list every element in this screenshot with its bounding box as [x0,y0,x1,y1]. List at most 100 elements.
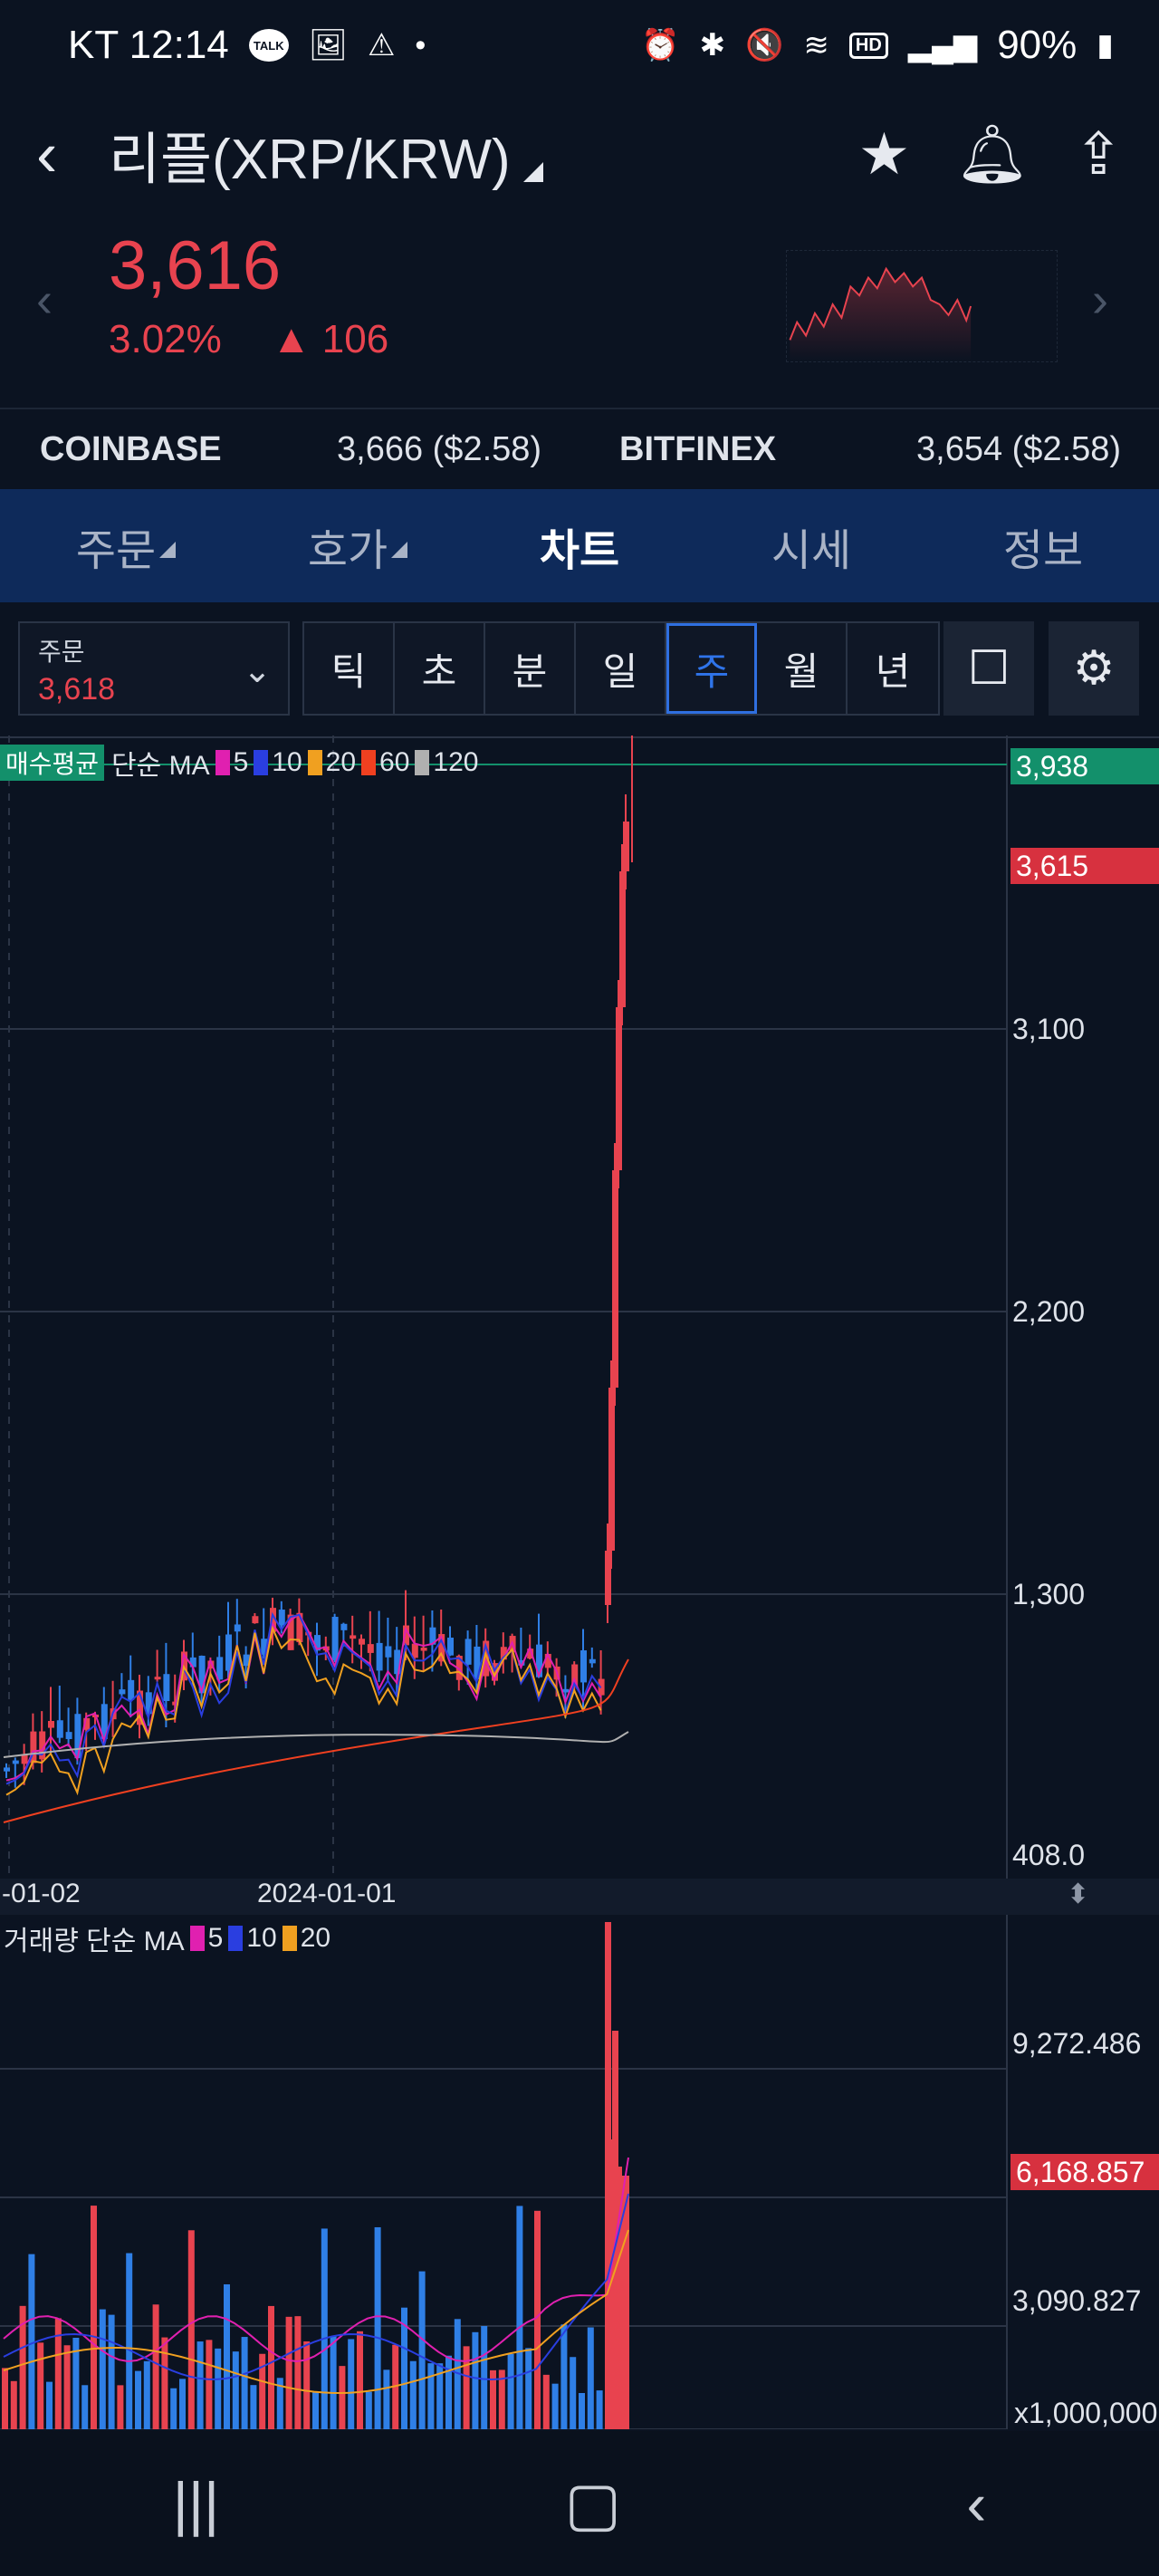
fullscreen-button[interactable]: ☐ [943,621,1034,716]
ma-line-120 [3,1731,629,1758]
tab-menu-icon [391,541,408,558]
volume-bar [498,2369,505,2429]
vol-ma-swatch [282,1926,297,1951]
system-nav-bar: ||| ▢ ‹ [0,2431,1159,2576]
candle [420,1648,427,1651]
period-tick[interactable]: 틱 [304,623,395,714]
tab-order[interactable]: 주문 [0,514,232,578]
exchange-value: 3,666 ($2.58) [337,429,542,468]
candle [278,1610,285,1626]
page-title[interactable]: 리플(XRP/KRW) [109,129,511,191]
volume-bar [294,2316,302,2429]
ma-period: 5 [233,747,249,777]
header: ‹ 리플(XRP/KRW) ★ 🔔︎ ⇪ [0,100,1159,208]
candle [270,1608,276,1632]
candle [385,1646,392,1658]
candle [612,1170,618,1388]
period-day[interactable]: 일 [576,623,666,714]
bell-icon[interactable]: 🔔︎ [955,120,1030,187]
period-minute[interactable]: 분 [485,623,576,714]
period-selector: 틱 초 분 일 주 월 년 [302,621,940,716]
candle [145,1692,152,1715]
ma-swatch [307,750,322,775]
tab-quotes[interactable]: 시세 [695,514,927,578]
candle [30,1731,37,1764]
current-price-tag: 3,615 [1011,848,1159,884]
candles [4,735,633,1788]
period-year[interactable]: 년 [848,623,938,714]
signal-icon: ▂▄▆ [907,28,978,62]
sparkline [786,250,1058,362]
volume-bar [542,2374,550,2429]
tab-orderbook[interactable]: 호가 [232,514,464,578]
volume-bar [303,2341,311,2429]
exchange-name: COINBASE [40,429,222,468]
chevron-down-icon: ⌄ [243,652,272,690]
volume-bar [392,2344,399,2429]
volume-bar [241,2337,248,2429]
volume-bar [472,2331,479,2429]
volume-ma-line [3,2157,629,2363]
back-icon[interactable]: ‹ [36,119,58,189]
wifi-icon: ≋ [803,28,829,62]
change-amount: ▲ 106 [272,317,388,362]
main-tabs: 주문 호가 차트 시세 정보 [0,489,1159,602]
tab-info[interactable]: 정보 [927,514,1159,578]
volume-bar [383,2369,390,2429]
candle [608,1388,615,1551]
next-coin-icon[interactable]: › [1092,273,1108,327]
tab-chart[interactable]: 차트 [464,514,695,578]
volume-bars [2,1922,629,2429]
resize-handle-icon[interactable]: ⬍ [1067,1879,1090,1909]
recent-apps-icon[interactable]: ||| [172,2470,220,2537]
volume-bar [445,2355,452,2429]
candle [287,1614,294,1650]
share-icon[interactable]: ⇪ [1074,120,1123,187]
volume-bar [605,1922,611,2429]
chart-settings-button[interactable]: ⚙ [1049,621,1139,716]
period-second[interactable]: 초 [395,623,485,714]
candle [438,1634,445,1662]
candle [296,1612,303,1643]
order-select[interactable]: 주문 3,618 ⌄ [18,621,290,716]
x-axis-band [0,1879,1159,1915]
period-week[interactable]: 주 [666,623,757,714]
ma-swatch [361,750,377,775]
home-icon[interactable]: ▢ [564,2469,621,2537]
exchange-value: 3,654 ($2.58) [916,429,1122,468]
volume-bar [454,2319,461,2429]
candle [455,1656,463,1680]
candle [83,1717,91,1730]
volume-ma-line [3,2229,629,2395]
change-percent: 3.02% [109,317,222,361]
title-dropdown-icon[interactable] [522,162,543,182]
volume-bar [312,2391,319,2429]
prev-coin-icon[interactable]: ‹ [36,273,53,327]
volume-current-tag: 6,168.857 [1011,2154,1159,2190]
chart-grid [0,735,1159,2429]
current-price: 3,616 [109,227,282,304]
back-icon[interactable]: ‹ [966,2470,987,2537]
candle [518,1659,525,1666]
candle [359,1639,365,1645]
volume-bar [135,2370,141,2429]
volume-bar [187,2230,195,2429]
volume-bar [91,2206,97,2429]
price-chart[interactable] [0,735,1159,2429]
ma-legend: 매수평균 단순 MA 5 10 20 60 120 [0,745,478,781]
candle [429,1627,436,1645]
candle [39,1731,46,1760]
price-axis-label: 408.0 [1012,1839,1086,1871]
candle [492,1663,498,1681]
star-icon[interactable]: ★ [857,120,911,187]
volume-bar [46,2381,53,2429]
volume-label: 거래량 단순 MA [4,1927,185,1956]
volume-bar [339,2366,346,2429]
volume-bar [463,2346,470,2429]
ma-period: 20 [325,747,357,777]
tab-label: 주문 [75,526,157,575]
period-month[interactable]: 월 [757,623,848,714]
candle [48,1721,54,1728]
volume-ma-lines [3,2157,629,2395]
square-icon: ☐ [967,642,1011,695]
